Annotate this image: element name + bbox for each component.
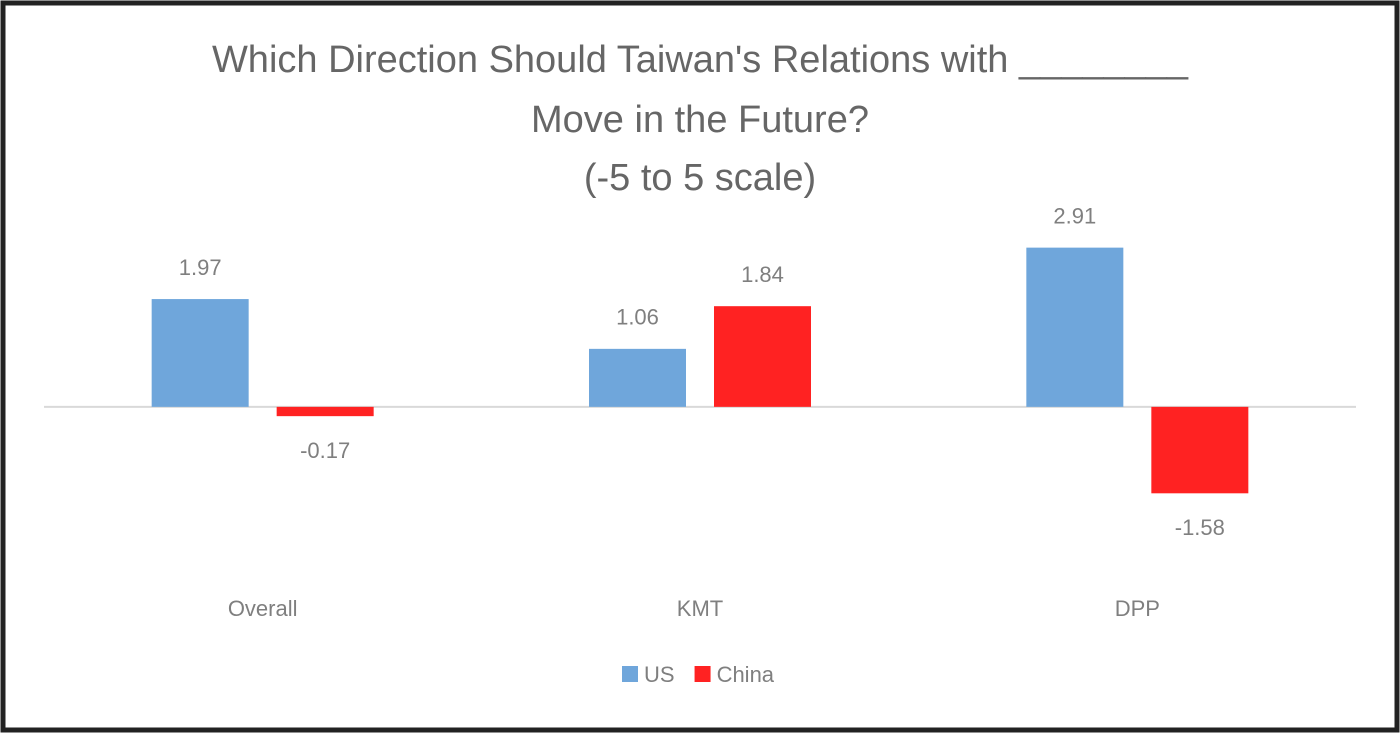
legend-label: China	[717, 662, 775, 687]
bar	[1151, 406, 1249, 494]
chart-subtitle: (-5 to 5 scale)	[584, 157, 816, 199]
x-tick-label: DPP	[1115, 596, 1160, 621]
x-tick-label: KMT	[677, 596, 723, 621]
data-label: 2.91	[1053, 203, 1096, 228]
bar	[151, 299, 249, 407]
bar	[589, 348, 686, 407]
legend-swatch	[622, 666, 638, 682]
chart-title: Which Direction Should Taiwan's Relation…	[212, 39, 1189, 81]
data-label: -1.58	[1175, 515, 1225, 540]
bar	[714, 306, 811, 407]
x-tick-label: Overall	[228, 596, 298, 621]
data-label: 1.84	[741, 262, 784, 287]
legend-swatch	[694, 666, 711, 682]
data-label: 1.06	[616, 305, 659, 330]
data-label: 1.97	[179, 255, 222, 280]
legend-label: US	[644, 662, 675, 687]
bar	[276, 406, 374, 417]
bar	[1026, 247, 1124, 407]
chart-title: Move in the Future?	[531, 99, 869, 141]
data-label: -0.17	[300, 438, 350, 463]
